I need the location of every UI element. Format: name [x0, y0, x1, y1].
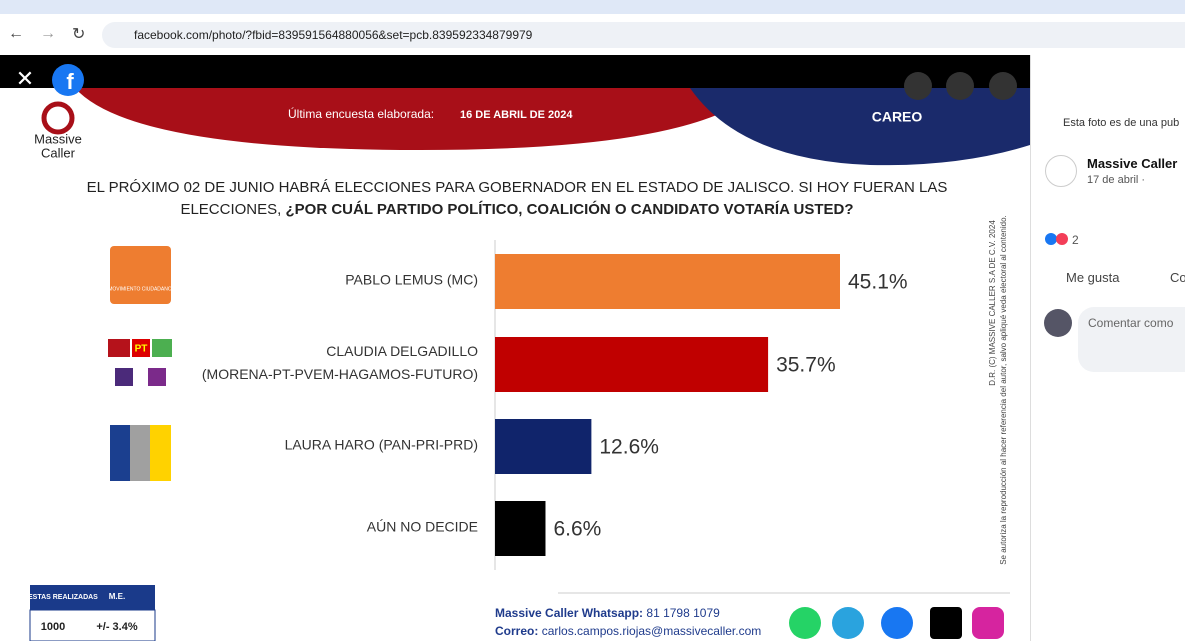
- address-bar[interactable]: [102, 22, 1185, 48]
- contact: Massive Caller Whatsapp: 81 1798 1079: [495, 606, 720, 620]
- photo: ✕ f Massive Caller Última encuesta elabo…: [0, 55, 1030, 641]
- question-plain: ELECCIONES,: [180, 201, 281, 218]
- top-bar: [0, 55, 1030, 88]
- user-avatar: [1044, 309, 1072, 337]
- url: facebook.com/photo/?fbid=839591564880056…: [134, 28, 533, 42]
- value-label: 35.7%: [776, 354, 836, 377]
- survey-label: Última encuesta elaborada:: [288, 106, 434, 121]
- table-header: [30, 585, 155, 610]
- category-label: PABLO LEMUS (MC): [345, 272, 478, 288]
- brand-icon: [41, 101, 75, 135]
- survey-date: 16 DE ABRIL DE 2024: [460, 109, 573, 121]
- category-label: AÚN NO DECIDE: [367, 519, 478, 535]
- table-row: [29, 609, 156, 641]
- pt-logo-text: PT: [135, 344, 148, 355]
- side-note: Se autoriza la reproducción al hacer ref…: [999, 215, 1008, 565]
- instagram-icon: [972, 607, 1004, 639]
- reaction-icons[interactable]: [1045, 233, 1057, 245]
- category-label: LAURA HARO (PAN-PRI-PRD): [285, 437, 478, 453]
- like-button[interactable]: Me gusta: [1066, 270, 1120, 285]
- comment-box[interactable]: [1078, 307, 1185, 372]
- bar: [495, 337, 769, 392]
- bar: [495, 419, 592, 474]
- section: CAREO: [872, 109, 923, 125]
- reaction-icons[interactable]: [1056, 233, 1068, 245]
- close-button[interactable]: ✕: [16, 66, 34, 91]
- zoom-out[interactable]: [946, 72, 974, 100]
- fullscreen[interactable]: [989, 72, 1017, 100]
- facebook-icon: [881, 607, 913, 639]
- red-banner: [75, 88, 760, 150]
- contact-value: carlos.campos.riojas@massivecaller.com: [542, 624, 762, 638]
- notice: Esta foto es de una pub: [1063, 117, 1180, 129]
- pri-logo: [130, 425, 150, 481]
- question-bold: ¿POR CUÁL PARTIDO POLÍTICO, COALICIÓN O …: [285, 200, 853, 218]
- tab-strip: [0, 0, 1185, 14]
- value-label: 12.6%: [599, 436, 659, 459]
- table-header-text: M.E.: [109, 592, 125, 601]
- telegram-icon: [832, 607, 864, 639]
- forward-button[interactable]: →: [40, 25, 56, 42]
- value-label: 6.6%: [553, 518, 601, 541]
- zoom-in[interactable]: [904, 72, 932, 100]
- side-note: D.R. (C) MASSIVE CALLER S.A DE C.V. 2024: [988, 220, 997, 386]
- futuro-logo: [115, 368, 133, 386]
- reaction-count: 2: [1072, 233, 1079, 247]
- whatsapp-icon: [789, 607, 821, 639]
- morena-logo: [108, 339, 130, 357]
- pvem-logo: [152, 339, 172, 357]
- question: ELECCIONES, ¿POR CUÁL PARTIDO POLÍTICO, …: [180, 200, 853, 218]
- pan-logo: [110, 425, 130, 481]
- table-cell: 1000: [41, 621, 65, 633]
- mc-logo: [110, 246, 171, 304]
- contact-value: 81 1798 1079: [646, 606, 720, 620]
- navy-banner: [690, 88, 1030, 166]
- prd-logo: [150, 425, 171, 481]
- hagamos-logo: [148, 368, 166, 386]
- contact-label: Massive Caller Whatsapp:: [495, 606, 643, 620]
- x-icon: [930, 607, 962, 639]
- category-label: CLAUDIA DELGADILLO: [326, 343, 478, 359]
- bar: [495, 254, 840, 309]
- back-button[interactable]: ←: [8, 25, 24, 42]
- value-label: 45.1%: [848, 271, 908, 294]
- pt-logo: [132, 339, 150, 357]
- author[interactable]: Massive Caller: [1087, 156, 1178, 171]
- table-header-text: ENCUESTAS REALIZADAS: [8, 594, 98, 601]
- table-cell: +/- 3.4%: [96, 621, 137, 633]
- question: EL PRÓXIMO 02 DE JUNIO HABRÁ ELECCIONES …: [87, 179, 948, 196]
- author-avatar[interactable]: [1045, 155, 1077, 187]
- comment-button[interactable]: Co: [1170, 270, 1185, 285]
- contact: Correo: carlos.campos.riojas@massivecall…: [495, 624, 761, 638]
- comment-placeholder: Comentar como: [1088, 316, 1174, 330]
- reload-button[interactable]: ↻: [72, 26, 86, 43]
- chart: 45.1% PABLO LEMUS (MC) 35.7% CLAUDIA DELGAD…: [202, 254, 908, 556]
- facebook-logo[interactable]: [52, 64, 84, 96]
- brand-name: Massive: [34, 131, 82, 146]
- facebook-f: f: [66, 69, 74, 94]
- brand-name: Caller: [41, 145, 76, 160]
- contact-label: Correo:: [495, 624, 538, 638]
- category-label: (MORENA-PT-PVEM-HAGAMOS-FUTURO): [202, 366, 478, 382]
- mc-logo-text: MOVIMIENTO CIUDADANO: [108, 286, 172, 292]
- bar: [495, 501, 546, 556]
- post-date: 17 de abril ·: [1087, 174, 1146, 186]
